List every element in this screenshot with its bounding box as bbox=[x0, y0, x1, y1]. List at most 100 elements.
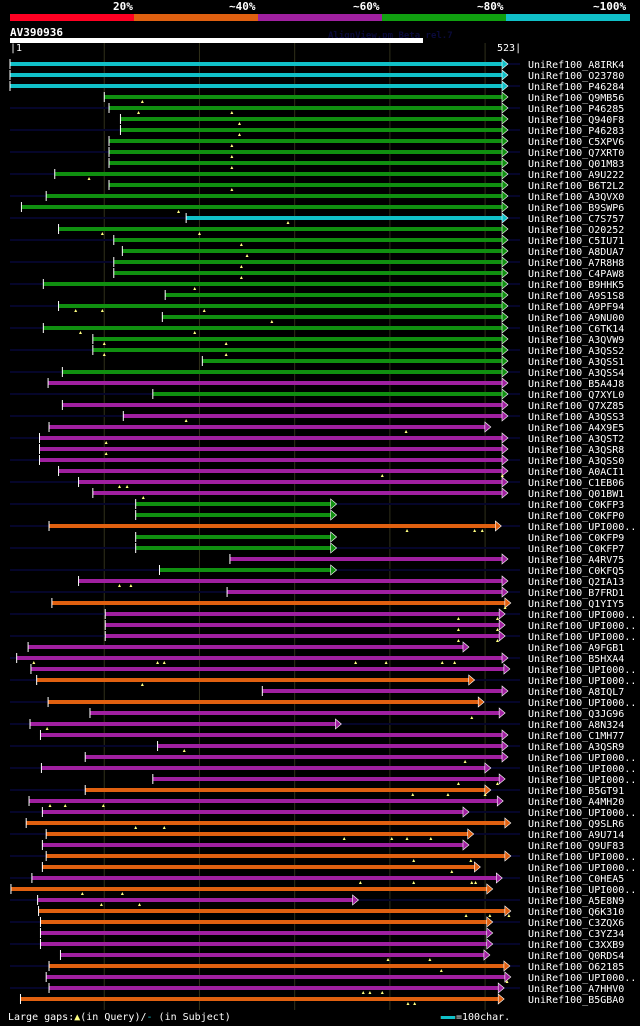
hit-label[interactable]: UniRef100_A3QSS4 bbox=[528, 368, 624, 379]
hit-label[interactable]: UniRef100_UPI000.. bbox=[528, 698, 636, 709]
hit-label[interactable]: UniRef100_C3XXB9 bbox=[528, 940, 624, 951]
hit-label[interactable]: UniRef100_Q1YIY5 bbox=[528, 599, 624, 610]
hit-label[interactable]: UniRef100_A4RV75 bbox=[528, 555, 624, 566]
hit-label[interactable]: UniRef100_A0ACI1 bbox=[528, 467, 624, 478]
hit-label[interactable]: UniRef100_O23780 bbox=[528, 71, 624, 82]
hit-label[interactable]: UniRef100_A3QVX0 bbox=[528, 192, 624, 203]
hit-label[interactable]: UniRef100_Q6K310 bbox=[528, 907, 624, 918]
hit-label[interactable]: UniRef100_A5E8N9 bbox=[528, 896, 624, 907]
hit-label[interactable]: UniRef100_A3QST2 bbox=[528, 434, 624, 445]
hit-label[interactable]: UniRef100_B5GBA0 bbox=[528, 995, 624, 1006]
hit-label[interactable]: UniRef100_A8IQL7 bbox=[528, 687, 624, 698]
hit-bar bbox=[113, 271, 503, 275]
hit-label[interactable]: UniRef100_B5A4J8 bbox=[528, 379, 624, 390]
hit-label[interactable]: UniRef100_UPI000.. bbox=[528, 621, 636, 632]
hit-label[interactable]: UniRef100_B5GT91 bbox=[528, 786, 624, 797]
hit-label[interactable]: UniRef100_UPI000.. bbox=[528, 863, 636, 874]
hit-label[interactable]: UniRef100_A9FGB1 bbox=[528, 643, 624, 654]
hit-label[interactable]: UniRef100_P46284 bbox=[528, 82, 624, 93]
hit-bar bbox=[41, 766, 486, 770]
hit-end-arrow bbox=[498, 630, 506, 642]
hit-label[interactable]: UniRef100_A4X9E5 bbox=[528, 423, 624, 434]
hit-label[interactable]: UniRef100_Q2IA13 bbox=[528, 577, 624, 588]
query-gap-marker bbox=[230, 188, 234, 191]
query-gap-marker bbox=[483, 793, 487, 796]
hit-label[interactable]: UniRef100_C5XPV6 bbox=[528, 137, 624, 148]
hit-label[interactable]: UniRef100_O62185 bbox=[528, 962, 624, 973]
hit-label[interactable]: UniRef100_A9U714 bbox=[528, 830, 624, 841]
hit-label[interactable]: UniRef100_C7S757 bbox=[528, 214, 624, 225]
hit-label[interactable]: UniRef100_B9SWP6 bbox=[528, 203, 624, 214]
hit-label[interactable]: UniRef100_P46285 bbox=[528, 104, 624, 115]
hit-label[interactable]: UniRef100_B5HXA4 bbox=[528, 654, 624, 665]
query-gap-marker bbox=[453, 661, 457, 664]
hit-label[interactable]: UniRef100_A3QSS2 bbox=[528, 346, 624, 357]
query-gap-marker bbox=[224, 353, 228, 356]
hit-label[interactable]: UniRef100_UPI000.. bbox=[528, 753, 636, 764]
hit-label[interactable]: UniRef100_Q7XZ85 bbox=[528, 401, 624, 412]
hit-label[interactable]: UniRef100_B6T2L2 bbox=[528, 181, 624, 192]
hit-bar bbox=[120, 117, 503, 121]
hit-label[interactable]: UniRef100_UPI000.. bbox=[528, 676, 636, 687]
hit-label[interactable]: UniRef100_UPI000.. bbox=[528, 632, 636, 643]
hit-label[interactable]: UniRef100_Q01BW1 bbox=[528, 489, 624, 500]
hit-label[interactable]: UniRef100_C5IU71 bbox=[528, 236, 624, 247]
hit-label[interactable]: UniRef100_A3QSS0 bbox=[528, 456, 624, 467]
hit-label[interactable]: UniRef100_C0KFP3 bbox=[528, 500, 624, 511]
hit-label[interactable]: UniRef100_A7R8H8 bbox=[528, 258, 624, 269]
hit-label[interactable]: UniRef100_A8DUA7 bbox=[528, 247, 624, 258]
hit-label[interactable]: UniRef100_C0KFQ5 bbox=[528, 566, 624, 577]
hit-label[interactable]: UniRef100_A3QSS1 bbox=[528, 357, 624, 368]
hit-label[interactable]: UniRef100_P46283 bbox=[528, 126, 624, 137]
hit-label[interactable]: UniRef100_UPI000.. bbox=[528, 522, 636, 533]
hit-label[interactable]: UniRef100_Q9MB56 bbox=[528, 93, 624, 104]
hit-label[interactable]: UniRef100_A3QSS3 bbox=[528, 412, 624, 423]
color-key-100 bbox=[506, 14, 630, 21]
hit-label[interactable]: UniRef100_C0HEA5 bbox=[528, 874, 624, 885]
hit-label[interactable]: UniRef100_C3ZQX6 bbox=[528, 918, 624, 929]
hit-label[interactable]: UniRef100_Q940F8 bbox=[528, 115, 624, 126]
hit-label[interactable]: UniRef100_A3QSR8 bbox=[528, 445, 624, 456]
hit-label[interactable]: UniRef100_UPI000.. bbox=[528, 885, 636, 896]
hit-label[interactable]: UniRef100_A9U222 bbox=[528, 170, 624, 181]
hit-label[interactable]: UniRef100_A4MH20 bbox=[528, 797, 624, 808]
hit-label[interactable]: UniRef100_A3QVW9 bbox=[528, 335, 624, 346]
hit-label[interactable]: UniRef100_B9HHK5 bbox=[528, 280, 624, 291]
hit-label[interactable]: UniRef100_A7HHV0 bbox=[528, 984, 624, 995]
hit-bar bbox=[39, 458, 504, 462]
hit-label[interactable]: UniRef100_Q7XRT0 bbox=[528, 148, 624, 159]
scale-bar-icon bbox=[440, 1015, 456, 1019]
hit-label[interactable]: UniRef100_A9NU00 bbox=[528, 313, 624, 324]
hit-label[interactable]: UniRef100_UPI000.. bbox=[528, 665, 636, 676]
hit-label[interactable]: UniRef100_UPI000.. bbox=[528, 775, 636, 786]
hit-label[interactable]: UniRef100_C0KFP9 bbox=[528, 533, 624, 544]
hit-label[interactable]: UniRef100_UPI000.. bbox=[528, 808, 636, 819]
hit-label[interactable]: UniRef100_UPI000.. bbox=[528, 610, 636, 621]
hit-label[interactable]: UniRef100_UPI000.. bbox=[528, 852, 636, 863]
hit-label[interactable]: UniRef100_C1MH77 bbox=[528, 731, 624, 742]
hit-label[interactable]: UniRef100_A8N324 bbox=[528, 720, 624, 731]
query-gap-marker bbox=[137, 111, 141, 114]
hit-label[interactable]: UniRef100_A9PF94 bbox=[528, 302, 624, 313]
hit-label[interactable]: UniRef100_Q7XYL0 bbox=[528, 390, 624, 401]
hit-label[interactable]: UniRef100_C3YZ34 bbox=[528, 929, 624, 940]
hit-label[interactable]: UniRef100_C0KFP0 bbox=[528, 511, 624, 522]
hit-label[interactable]: UniRef100_Q3JG96 bbox=[528, 709, 624, 720]
hit-label[interactable]: UniRef100_C6TK14 bbox=[528, 324, 624, 335]
hit-label[interactable]: UniRef100_C1EB06 bbox=[528, 478, 624, 489]
hit-label[interactable]: UniRef100_O20252 bbox=[528, 225, 624, 236]
hit-label[interactable]: UniRef100_A8IRK4 bbox=[528, 60, 624, 71]
color-key-80 bbox=[382, 14, 506, 21]
hit-label[interactable]: UniRef100_Q01M83 bbox=[528, 159, 624, 170]
hit-label[interactable]: UniRef100_A3QSR9 bbox=[528, 742, 624, 753]
hit-label[interactable]: UniRef100_UPI000.. bbox=[528, 973, 636, 984]
hit-bar bbox=[109, 183, 503, 187]
hit-label[interactable]: UniRef100_B7FRD1 bbox=[528, 588, 624, 599]
hit-label[interactable]: UniRef100_Q9UF83 bbox=[528, 841, 624, 852]
hit-label[interactable]: UniRef100_Q0RDS4 bbox=[528, 951, 624, 962]
hit-label[interactable]: UniRef100_C4PAW8 bbox=[528, 269, 624, 280]
hit-label[interactable]: UniRef100_C0KFP7 bbox=[528, 544, 624, 555]
hit-label[interactable]: UniRef100_Q9SLR6 bbox=[528, 819, 624, 830]
hit-label[interactable]: UniRef100_A9S1S8 bbox=[528, 291, 624, 302]
hit-label[interactable]: UniRef100_UPI000.. bbox=[528, 764, 636, 775]
